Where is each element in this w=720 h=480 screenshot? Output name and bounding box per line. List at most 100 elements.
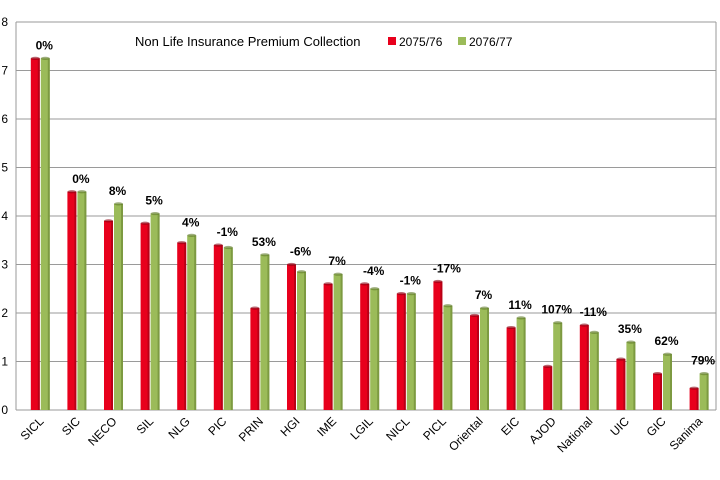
bar-shade <box>37 58 40 410</box>
y-tick-label: 4 <box>1 209 8 223</box>
bar-shade <box>257 308 260 410</box>
bar-2076-77 <box>77 191 87 410</box>
change-label: 8% <box>109 184 127 198</box>
bar-2076-77 <box>626 342 636 410</box>
legend-label-2076-77: 2076/77 <box>469 35 513 49</box>
bar-2076-77 <box>370 288 380 410</box>
bar-cap <box>150 211 160 216</box>
bar-cap <box>433 279 443 284</box>
bar-shade <box>623 359 626 410</box>
chart-title: Non Life Insurance Premium Collection <box>135 34 360 49</box>
bar-cap <box>616 357 626 361</box>
x-tick-label: PRIN <box>236 414 266 444</box>
bar-shade <box>220 245 223 410</box>
bar-2075-76 <box>689 388 699 410</box>
change-label: 0% <box>72 172 90 186</box>
change-label: -1% <box>217 225 239 239</box>
bar-shade <box>513 327 516 410</box>
bar-cap <box>30 56 40 60</box>
y-tick-label: 8 <box>1 15 8 29</box>
bar-shade <box>111 220 113 410</box>
bar-cap <box>287 262 296 267</box>
change-label: 107% <box>541 303 572 317</box>
x-tick-label: LGIL <box>348 414 377 443</box>
bar-2075-76 <box>616 359 626 410</box>
change-label: 4% <box>182 215 200 229</box>
legend-swatch-2075-76 <box>388 37 396 45</box>
bar-shade <box>413 293 416 410</box>
change-label: 7% <box>475 288 493 302</box>
bar-cap <box>323 282 333 286</box>
bar-cap <box>553 321 563 325</box>
y-tick-label: 5 <box>1 161 8 175</box>
bar-2076-77 <box>297 271 306 410</box>
bar-shade <box>184 242 187 410</box>
bar-shade <box>157 213 160 410</box>
x-tick-label: NECO <box>85 414 119 448</box>
change-label: 35% <box>618 322 642 336</box>
bar-cap <box>77 190 87 194</box>
bar-shade <box>450 305 453 410</box>
bar-cap <box>516 316 526 320</box>
bar-2076-77 <box>443 305 453 410</box>
legend: Non Life Insurance Premium Collection 20… <box>135 34 513 49</box>
bar-2076-77 <box>333 274 343 410</box>
bar-cap <box>213 243 223 247</box>
y-tick-label: 0 <box>1 403 8 417</box>
bar-2075-76 <box>579 325 589 410</box>
change-label: -17% <box>433 261 461 275</box>
bar-2076-77 <box>223 247 233 410</box>
bar-2075-76 <box>30 58 40 410</box>
bar-shade <box>340 274 343 410</box>
y-tick-label: 1 <box>1 355 8 369</box>
bar-2075-76 <box>250 308 260 410</box>
bar-2075-76 <box>177 242 187 410</box>
bar-shade <box>523 317 526 410</box>
bar-2076-77 <box>480 308 489 410</box>
bar-shade <box>660 373 662 410</box>
bar-cap <box>470 313 479 318</box>
bar-shade <box>403 293 406 410</box>
bar-shade <box>560 322 563 410</box>
bar-2076-77 <box>406 293 416 410</box>
bar-cap <box>689 386 699 390</box>
bar-shade <box>596 332 599 410</box>
bar-shade <box>74 191 77 410</box>
change-label: 11% <box>508 298 532 312</box>
x-tick-label: NICL <box>383 414 412 443</box>
bar-cap <box>443 304 453 308</box>
bar-cap <box>506 325 516 330</box>
bar-shade <box>84 191 87 410</box>
bar-cap <box>589 330 599 334</box>
x-tick-label: Sanima <box>667 414 706 453</box>
x-axis-labels: SICL SIC NECO SIL NLG PIC PRIN HGI IME LGIL NICL PI… <box>18 414 706 455</box>
bar-2076-77 <box>516 317 526 410</box>
x-tick-label: SICL <box>18 414 47 443</box>
gridlines <box>15 21 717 411</box>
bar-shade <box>294 264 296 410</box>
bar-2076-77 <box>663 354 672 410</box>
bar-2075-76 <box>360 283 370 410</box>
bar-cap <box>653 372 662 376</box>
bar-2075-76 <box>213 245 223 410</box>
bar-shade <box>487 308 489 410</box>
bar-2075-76 <box>470 315 479 410</box>
y-axis-ticks: 0 1 2 3 4 5 6 7 8 <box>1 15 8 417</box>
bar-shade <box>330 283 333 410</box>
x-tick-label: NLG <box>165 414 192 441</box>
bar-cap <box>579 323 589 327</box>
x-tick-label: EIC <box>498 414 522 438</box>
bar-cap <box>140 221 150 225</box>
change-label: 7% <box>328 254 346 268</box>
change-label: -4% <box>363 264 385 278</box>
bar-shade <box>550 366 553 410</box>
bar-cap <box>663 352 672 356</box>
bar-shade <box>230 247 233 410</box>
bar-cap <box>406 292 416 296</box>
bar-2076-77 <box>699 373 709 410</box>
bar-2075-76 <box>433 281 443 410</box>
bar-cap <box>543 364 553 368</box>
bar-shade <box>47 58 50 410</box>
